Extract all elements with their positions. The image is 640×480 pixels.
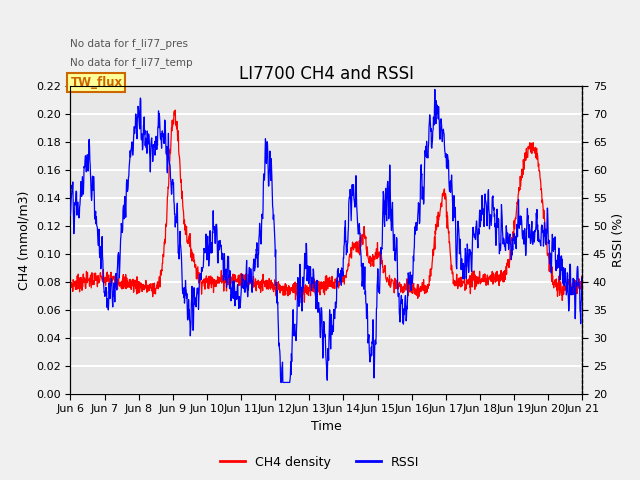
Title: LI7700 CH4 and RSSI: LI7700 CH4 and RSSI	[239, 65, 414, 84]
Y-axis label: RSSI (%): RSSI (%)	[612, 213, 625, 267]
X-axis label: Time: Time	[311, 420, 342, 432]
Y-axis label: CH4 (mmol/m3): CH4 (mmol/m3)	[17, 190, 30, 290]
Legend: CH4 density, RSSI: CH4 density, RSSI	[216, 451, 424, 474]
Text: TW_flux: TW_flux	[70, 76, 122, 89]
Text: No data for f_li77_pres: No data for f_li77_pres	[70, 38, 188, 49]
Text: No data for f_li77_temp: No data for f_li77_temp	[70, 57, 193, 68]
